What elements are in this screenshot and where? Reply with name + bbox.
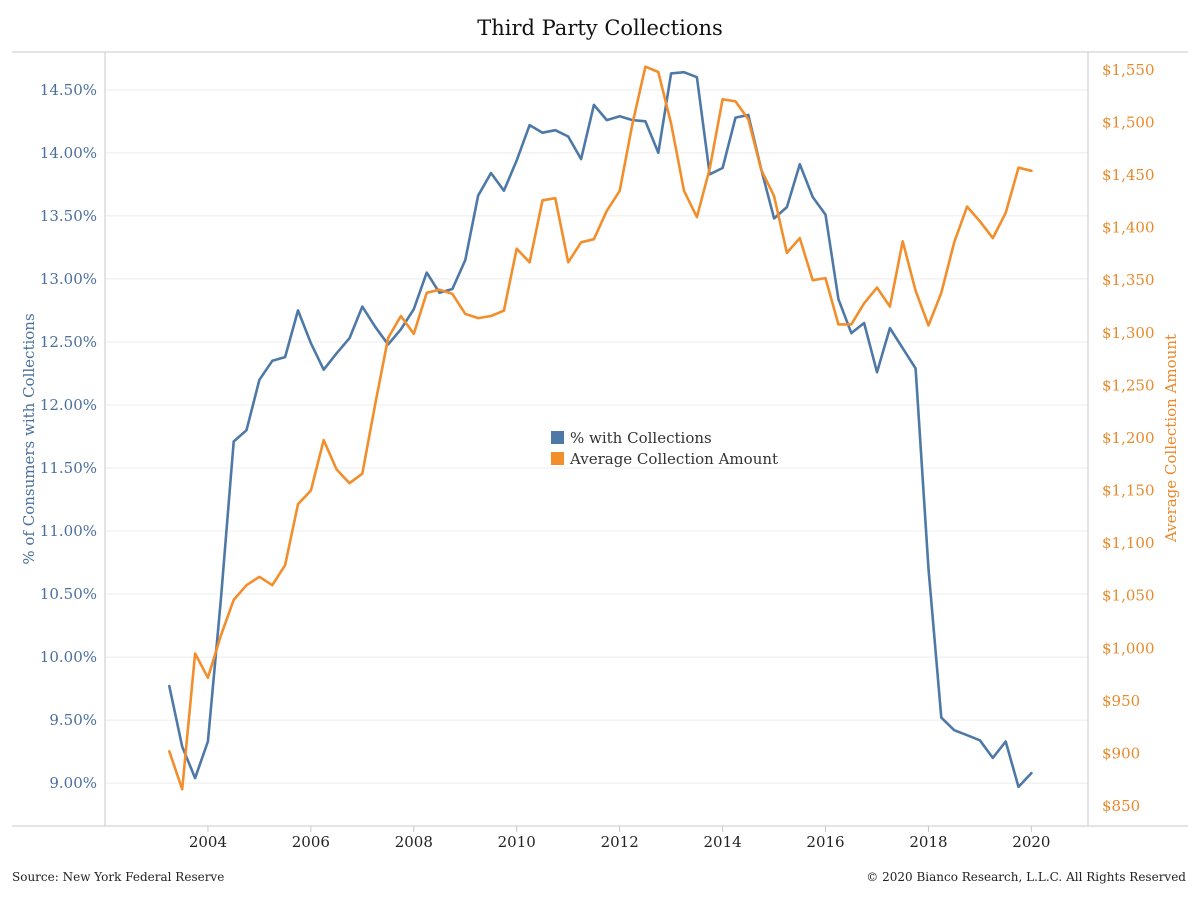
right-tick-label: $1,400 [1102,219,1155,237]
left-tick-label: 14.00% [40,144,97,162]
series-line-avg-collection-amount [168,65,1033,791]
grid-lines [105,89,1088,784]
series-line-pct-with-collections [168,70,1033,789]
left-tick-label: 12.00% [40,396,97,414]
copyright-note: © 2020 Bianco Research, L.L.C. All Right… [866,870,1186,884]
legend-label: Average Collection Amount [569,450,778,468]
left-tick-label: 9.50% [49,711,97,729]
chart-title: Third Party Collections [477,16,723,40]
right-tick-label: $1,250 [1102,376,1155,394]
left-tick-label: 10.50% [40,585,97,603]
right-axis-title: Average Collection Amount [1162,334,1180,543]
right-tick-label: $1,550 [1102,61,1155,79]
right-tick-label: $1,300 [1102,324,1155,342]
left-tick-label: 12.50% [40,333,97,351]
right-tick-label: $900 [1102,744,1140,762]
series-lines [168,65,1033,791]
right-tick-label: $1,500 [1102,113,1155,131]
right-axis: $850 $900 $950 $1,000 $1,050 $1,100 $1,150 $1,2… [1102,61,1180,815]
right-tick-label: $1,150 [1102,482,1155,500]
left-tick-label: 11.00% [40,522,97,540]
left-axis-title: % of Consumers with Collections [20,313,38,564]
x-tick-label: 2012 [601,833,639,851]
left-tick-label: 10.00% [40,648,97,666]
x-tick-label: 2016 [806,833,844,851]
x-tick-label: 2004 [189,833,227,851]
legend-swatch [551,452,564,465]
left-tick-label: 9.00% [49,774,97,792]
x-tick-label: 2018 [909,833,947,851]
left-tick-label: 13.00% [40,270,97,288]
right-tick-label: $1,200 [1102,429,1155,447]
right-tick-label: $1,450 [1102,166,1155,184]
right-tick-label: $1,050 [1102,587,1155,605]
x-axis: 2004 2006 2008 2010 2012 2014 2016 2018 2020 [189,826,1050,851]
legend-swatch [551,431,564,444]
legend: % with Collections Average Collection Amo… [551,429,778,468]
left-tick-label: 14.50% [40,81,97,99]
x-tick-label: 2014 [703,833,741,851]
left-axis: 9.00% 9.50% 10.00% 10.50% 11.00% 11.50% 12.00%… [20,81,97,792]
right-tick-label: $1,100 [1102,534,1155,552]
x-tick-label: 2006 [292,833,330,851]
legend-label: % with Collections [570,429,712,447]
x-tick-label: 2008 [395,833,433,851]
right-tick-label: $1,000 [1102,639,1155,657]
x-tick-label: 2020 [1012,833,1050,851]
right-tick-label: $950 [1102,692,1140,710]
left-tick-label: 13.50% [40,207,97,225]
x-tick-label: 2010 [498,833,536,851]
left-tick-label: 11.50% [40,459,97,477]
right-tick-label: $850 [1102,797,1140,815]
right-tick-label: $1,350 [1102,271,1155,289]
source-note: Source: New York Federal Reserve [12,870,225,884]
